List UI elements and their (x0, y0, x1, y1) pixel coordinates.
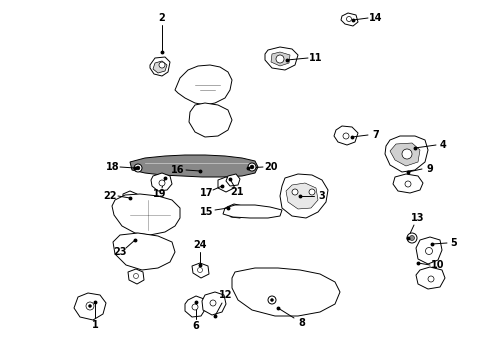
Polygon shape (280, 174, 328, 218)
Circle shape (405, 181, 411, 187)
Circle shape (268, 296, 276, 304)
Circle shape (292, 189, 298, 195)
Text: 4: 4 (440, 140, 446, 150)
Circle shape (410, 235, 415, 240)
Text: 6: 6 (193, 321, 199, 331)
Polygon shape (416, 237, 442, 264)
Text: 8: 8 (298, 318, 305, 328)
Polygon shape (175, 65, 232, 105)
Polygon shape (226, 204, 245, 218)
Text: 21: 21 (230, 187, 244, 197)
Text: 17: 17 (200, 188, 214, 198)
Circle shape (250, 165, 254, 169)
Polygon shape (153, 61, 167, 73)
Circle shape (343, 133, 349, 139)
Text: 5: 5 (451, 238, 457, 248)
Circle shape (402, 149, 412, 159)
Polygon shape (393, 174, 423, 193)
Polygon shape (151, 173, 172, 191)
Circle shape (159, 62, 165, 68)
Circle shape (425, 248, 433, 255)
Polygon shape (112, 194, 180, 235)
Circle shape (428, 276, 434, 282)
Text: 9: 9 (427, 164, 433, 174)
Text: 2: 2 (159, 13, 166, 23)
Text: 24: 24 (193, 240, 207, 250)
Circle shape (210, 300, 216, 306)
Circle shape (134, 164, 142, 172)
Polygon shape (192, 263, 209, 278)
Circle shape (192, 304, 198, 310)
Polygon shape (185, 296, 206, 317)
Text: 7: 7 (372, 130, 379, 140)
Text: 12: 12 (219, 290, 233, 300)
Polygon shape (123, 191, 138, 206)
Text: 13: 13 (411, 213, 425, 223)
Text: 18: 18 (106, 162, 120, 172)
Polygon shape (223, 205, 282, 218)
Circle shape (270, 298, 273, 302)
Text: 22: 22 (103, 191, 117, 201)
Polygon shape (128, 269, 144, 284)
Circle shape (89, 305, 92, 307)
Circle shape (276, 55, 284, 63)
Polygon shape (286, 183, 318, 209)
Text: 11: 11 (309, 53, 323, 63)
Polygon shape (334, 126, 358, 145)
Circle shape (136, 166, 140, 170)
Text: 15: 15 (200, 207, 214, 217)
Circle shape (309, 189, 315, 195)
Circle shape (86, 302, 94, 310)
Polygon shape (189, 103, 232, 137)
Text: 23: 23 (113, 247, 127, 257)
Circle shape (407, 233, 417, 243)
Polygon shape (113, 233, 175, 270)
Text: 16: 16 (171, 165, 185, 175)
Polygon shape (74, 293, 106, 320)
Polygon shape (416, 267, 445, 289)
Circle shape (197, 267, 202, 273)
Polygon shape (232, 268, 340, 316)
Text: 19: 19 (153, 189, 167, 199)
Polygon shape (390, 143, 420, 166)
Polygon shape (226, 174, 240, 186)
Text: 3: 3 (318, 191, 325, 201)
Polygon shape (385, 136, 428, 172)
Polygon shape (150, 57, 170, 76)
Circle shape (346, 17, 351, 22)
Polygon shape (271, 52, 290, 66)
Text: 20: 20 (264, 162, 278, 172)
Polygon shape (341, 13, 358, 26)
Polygon shape (218, 177, 234, 192)
Text: 1: 1 (92, 320, 98, 330)
Polygon shape (130, 155, 258, 177)
Polygon shape (265, 47, 298, 70)
Circle shape (133, 274, 139, 279)
Circle shape (159, 180, 165, 186)
Polygon shape (202, 292, 226, 315)
Circle shape (248, 163, 256, 171)
Text: 14: 14 (369, 13, 383, 23)
Text: 10: 10 (431, 260, 445, 270)
